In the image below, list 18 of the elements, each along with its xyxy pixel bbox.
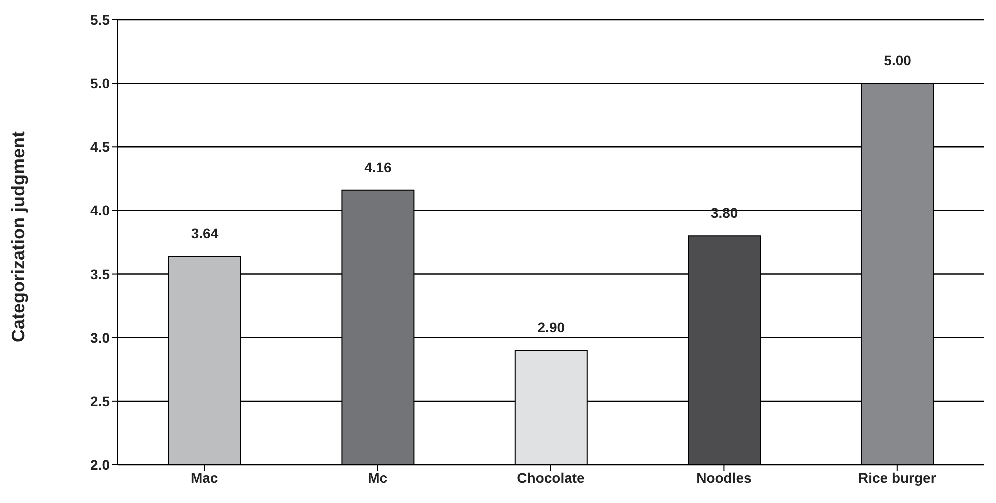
y-tick-label: 2.5 — [90, 393, 110, 410]
y-tick-label: 2.0 — [90, 456, 110, 473]
y-tick-label: 4.5 — [90, 139, 110, 156]
y-tick-label: 5.5 — [90, 12, 110, 28]
x-tick-label: Noodles — [696, 470, 752, 486]
data-label: 3.64 — [191, 225, 219, 242]
data-label: 2.90 — [538, 320, 566, 336]
x-tick-label: Rice burger — [858, 470, 937, 486]
data-label: 5.00 — [884, 52, 912, 69]
y-axis-title: Categorization judgment — [8, 131, 28, 342]
x-tick-label: Mac — [190, 470, 218, 486]
x-tick-label: Mc — [368, 470, 388, 486]
y-tick-label: 3.5 — [90, 266, 110, 282]
y-tick-label: 4.0 — [90, 202, 110, 219]
x-tick-label: Chocolate — [517, 470, 586, 486]
data-label: 4.16 — [364, 159, 392, 176]
y-tick-label: 3.0 — [90, 330, 110, 346]
y-tick-label: 5.0 — [90, 76, 110, 92]
